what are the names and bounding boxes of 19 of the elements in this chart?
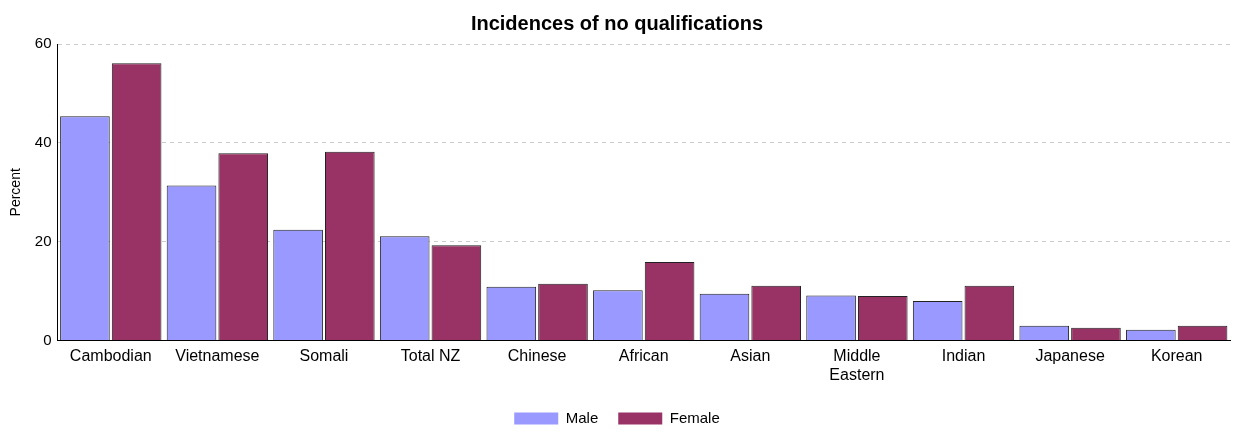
y-tick-label: 40 — [34, 133, 52, 151]
x-tick-label: Middle Eastern — [829, 346, 885, 383]
x-tick-label: Chinese — [507, 346, 567, 364]
x-tick-label: Indian — [941, 346, 986, 364]
x-tick-label: Total NZ — [400, 346, 461, 364]
x-tick-label: Cambodian — [69, 346, 152, 364]
legend-label: Female — [669, 408, 720, 426]
x-tick-label: Japanese — [1035, 346, 1105, 364]
x-tick-label: Vietnamese — [175, 346, 260, 364]
x-tick-label: African — [618, 346, 669, 364]
chart-title: Incidences of no qualifications — [470, 11, 764, 34]
y-tick-label: 60 — [34, 34, 52, 52]
x-tick-label: Korean — [1150, 346, 1203, 364]
legend-label: Male — [565, 408, 599, 426]
y-tick-label: 0 — [43, 330, 52, 348]
x-tick-label: Somali — [299, 346, 349, 364]
y-tick-label: 20 — [34, 231, 52, 249]
x-tick-label: Asian — [730, 346, 771, 364]
y-axis-title: Percent — [7, 168, 24, 217]
